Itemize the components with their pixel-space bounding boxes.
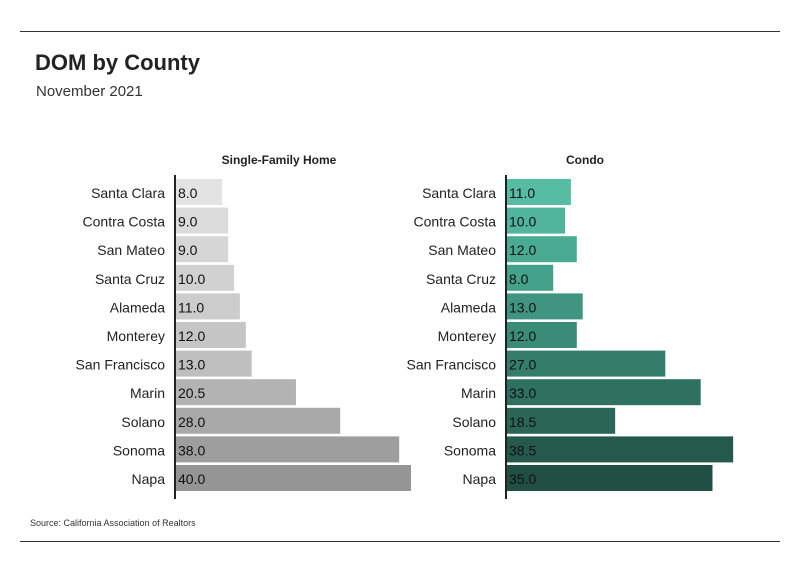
condo-value-label: 35.0 bbox=[509, 471, 536, 487]
condo-bar bbox=[506, 407, 616, 434]
condo-category-label: San Francisco bbox=[407, 357, 497, 373]
condo-value-label: 27.0 bbox=[509, 357, 536, 373]
sfh-category-label: Napa bbox=[132, 471, 166, 487]
condo-bar bbox=[506, 350, 666, 377]
sfh-bar bbox=[175, 407, 341, 434]
condo-bar bbox=[506, 236, 577, 263]
sfh-value-label: 9.0 bbox=[178, 242, 198, 258]
condo-bar bbox=[506, 207, 565, 234]
sfh-panel-title: Single-Family Home bbox=[222, 153, 337, 167]
sfh-value-label: 9.0 bbox=[178, 214, 198, 230]
sfh-category-label: Contra Costa bbox=[83, 214, 166, 230]
condo-bar bbox=[506, 436, 734, 463]
sfh-value-label: 28.0 bbox=[178, 414, 205, 430]
condo-panel: Condo Santa Clara 11.0 Contra Costa 10.0 San … bbox=[407, 153, 734, 499]
condo-category-label: Napa bbox=[463, 471, 497, 487]
sfh-bar bbox=[175, 236, 229, 263]
sfh-bar bbox=[175, 264, 234, 291]
sfh-bar bbox=[175, 179, 223, 205]
chart-title: DOM by County bbox=[35, 50, 200, 75]
sfh-value-label: 40.0 bbox=[178, 471, 205, 487]
condo-value-label: 38.5 bbox=[509, 442, 536, 458]
condo-bar bbox=[506, 293, 583, 320]
condo-bar bbox=[506, 264, 554, 291]
condo-value-label: 12.0 bbox=[509, 242, 536, 258]
condo-category-label: Solano bbox=[452, 414, 496, 430]
condo-value-label: 12.0 bbox=[509, 328, 536, 344]
condo-panel-title: Condo bbox=[566, 153, 604, 167]
condo-value-label: 10.0 bbox=[509, 214, 536, 230]
condo-value-label: 11.0 bbox=[509, 185, 535, 201]
sfh-value-label: 12.0 bbox=[178, 328, 205, 344]
sfh-bar bbox=[175, 465, 411, 491]
sfh-value-label: 20.5 bbox=[178, 385, 205, 401]
condo-category-label: Contra Costa bbox=[414, 214, 497, 230]
condo-category-label: San Mateo bbox=[428, 242, 496, 258]
sfh-category-label: Santa Clara bbox=[91, 185, 165, 201]
condo-category-label: Alameda bbox=[441, 299, 496, 315]
sfh-bar bbox=[175, 436, 400, 463]
condo-bar bbox=[506, 179, 571, 205]
sfh-value-label: 10.0 bbox=[178, 271, 205, 287]
sfh-bar bbox=[175, 293, 240, 320]
sfh-value-label: 11.0 bbox=[178, 299, 204, 315]
condo-bar bbox=[506, 322, 577, 348]
sfh-value-label: 13.0 bbox=[178, 357, 205, 373]
condo-category-label: Marin bbox=[461, 385, 496, 401]
condo-value-label: 33.0 bbox=[509, 385, 536, 401]
sfh-category-label: Alameda bbox=[110, 299, 165, 315]
sfh-category-label: Solano bbox=[121, 414, 165, 430]
condo-value-label: 8.0 bbox=[509, 271, 529, 287]
chart-subtitle: November 2021 bbox=[36, 83, 143, 100]
sfh-category-label: San Francisco bbox=[76, 357, 166, 373]
sfh-category-label: Monterey bbox=[107, 328, 165, 344]
condo-category-label: Santa Cruz bbox=[426, 271, 496, 287]
condo-category-label: Sonoma bbox=[444, 442, 496, 458]
condo-value-label: 18.5 bbox=[509, 414, 536, 430]
sfh-value-label: 8.0 bbox=[178, 185, 198, 201]
sfh-category-label: Marin bbox=[130, 385, 165, 401]
sfh-bar bbox=[175, 322, 246, 348]
sfh-bar bbox=[175, 350, 252, 377]
condo-bar bbox=[506, 379, 701, 406]
sfh-bar bbox=[175, 379, 296, 406]
sfh-panel: Single-Family Home Santa Clara 8.0 Contra C… bbox=[76, 153, 411, 499]
condo-category-label: Santa Clara bbox=[422, 185, 496, 201]
sfh-value-label: 38.0 bbox=[178, 442, 205, 458]
sfh-category-label: Santa Cruz bbox=[95, 271, 165, 287]
sfh-category-label: San Mateo bbox=[97, 242, 165, 258]
condo-bar bbox=[506, 465, 713, 491]
source-note: Source: California Association of Realto… bbox=[30, 518, 196, 528]
condo-category-label: Monterey bbox=[438, 328, 496, 344]
bottom-rule bbox=[20, 541, 780, 542]
top-rule bbox=[20, 31, 780, 32]
sfh-bar bbox=[175, 207, 229, 234]
sfh-category-label: Sonoma bbox=[113, 442, 165, 458]
condo-value-label: 13.0 bbox=[509, 299, 536, 315]
